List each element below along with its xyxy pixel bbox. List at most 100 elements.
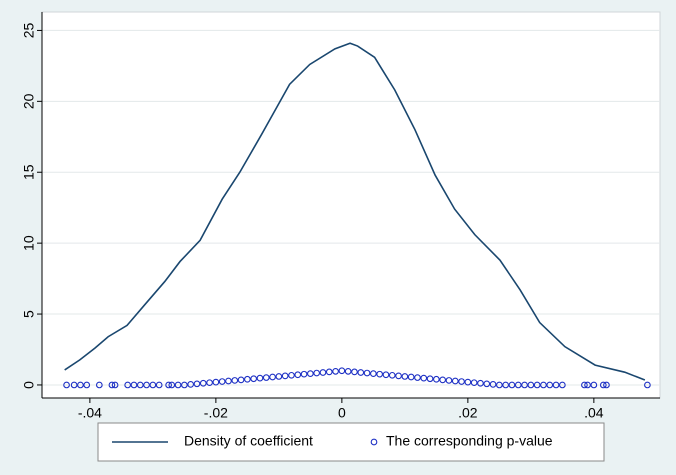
p-value-point: [445, 377, 453, 384]
p-value-point: [439, 376, 447, 384]
x-tick-label: -.02: [204, 405, 228, 421]
p-value-point: [581, 381, 588, 389]
p-value-point: [206, 379, 213, 387]
p-value-point: [149, 381, 157, 389]
p-value-point: [451, 377, 459, 385]
p-value-point: [199, 379, 207, 387]
p-value-point: [165, 381, 172, 389]
p-value-point: [489, 381, 497, 388]
plot-area: [41, 11, 661, 399]
p-value-point: [559, 381, 566, 389]
p-value-point: [256, 374, 264, 382]
p-value-point: [483, 380, 491, 388]
p-value-point: [181, 381, 188, 389]
y-tick-label: 0: [21, 381, 37, 389]
p-value-point: [262, 374, 270, 381]
p-value-point: [237, 376, 245, 384]
p-value-point: [395, 372, 402, 380]
p-value-point: [250, 375, 258, 383]
p-value-point: [136, 381, 144, 389]
p-value-point: [70, 381, 78, 389]
x-tick-label: 0: [338, 405, 346, 421]
p-value-point: [168, 381, 176, 389]
x-tick-label: .04: [584, 405, 604, 421]
p-value-point: [351, 368, 358, 376]
p-value-point: [590, 381, 598, 389]
p-value-point: [514, 381, 522, 389]
p-value-point: [477, 379, 484, 387]
p-value-point: [130, 381, 138, 389]
p-value-point: [187, 381, 195, 388]
p-value-point: [212, 378, 220, 386]
p-value-point: [546, 381, 554, 389]
p-value-point: [603, 381, 610, 389]
p-value-point: [508, 381, 516, 389]
y-tick-label: 20: [21, 93, 37, 109]
p-value-point: [275, 373, 283, 380]
p-value-point: [527, 381, 535, 389]
p-value-point: [244, 375, 251, 383]
p-value-point: [332, 367, 339, 375]
p-value-point: [401, 373, 409, 380]
legend-label: The corresponding p-value: [386, 433, 553, 449]
p-value-point: [288, 371, 295, 379]
y-tick-label: 10: [21, 235, 37, 251]
p-value-point: [470, 379, 478, 387]
p-value-point: [552, 381, 560, 389]
x-tick-label: .02: [458, 405, 478, 421]
p-value-point: [599, 381, 607, 389]
p-value-point: [155, 381, 163, 389]
p-value-point: [357, 369, 365, 376]
p-value-point: [458, 378, 465, 385]
density-line: [64, 42, 646, 381]
p-value-point: [521, 381, 528, 389]
p-value-point: [225, 377, 232, 385]
p-value-point: [376, 370, 384, 378]
p-value-point: [420, 374, 428, 382]
p-value-point: [644, 381, 651, 389]
p-value-point: [433, 375, 440, 383]
x-tick-label: -.04: [78, 405, 102, 421]
y-tick-label: 5: [21, 310, 37, 318]
p-value-point: [294, 371, 302, 379]
p-value-point: [95, 381, 103, 389]
p-value-point: [307, 370, 314, 377]
legend-label: Density of coefficient: [184, 433, 313, 449]
p-value-point: [426, 375, 434, 383]
p-value-point: [281, 372, 289, 380]
p-value-point: [83, 381, 91, 389]
p-value-point: [540, 381, 547, 389]
p-value-point: [338, 367, 346, 375]
p-value-point: [193, 380, 201, 388]
p-value-point: [319, 369, 327, 376]
p-value-point: [124, 381, 132, 389]
y-tick-label: 15: [21, 164, 37, 180]
p-value-point: [407, 373, 415, 381]
p-value-point: [382, 371, 390, 379]
p-value-point: [502, 381, 510, 389]
p-value-point: [313, 369, 321, 377]
p-value-point: [496, 381, 503, 389]
p-value-point: [414, 374, 421, 381]
p-value-point: [584, 381, 591, 389]
p-value-point: [143, 381, 150, 389]
p-value-point: [218, 378, 226, 385]
legend-marker: [370, 438, 378, 446]
p-value-point: [77, 381, 84, 389]
p-value-point: [269, 373, 276, 381]
p-value-point: [111, 381, 119, 389]
p-value-point: [388, 371, 396, 379]
p-value-point: [108, 381, 116, 389]
p-value-point: [63, 381, 70, 389]
p-value-point: [370, 370, 377, 377]
p-value-point: [174, 381, 182, 389]
y-tick-label: 25: [21, 22, 37, 38]
p-value-point: [300, 370, 308, 378]
p-value-point: [464, 378, 472, 386]
p-value-point: [231, 377, 239, 384]
p-value-point: [533, 381, 541, 389]
legend-box: [97, 422, 605, 462]
p-value-point: [363, 369, 371, 377]
p-value-point: [344, 367, 352, 375]
